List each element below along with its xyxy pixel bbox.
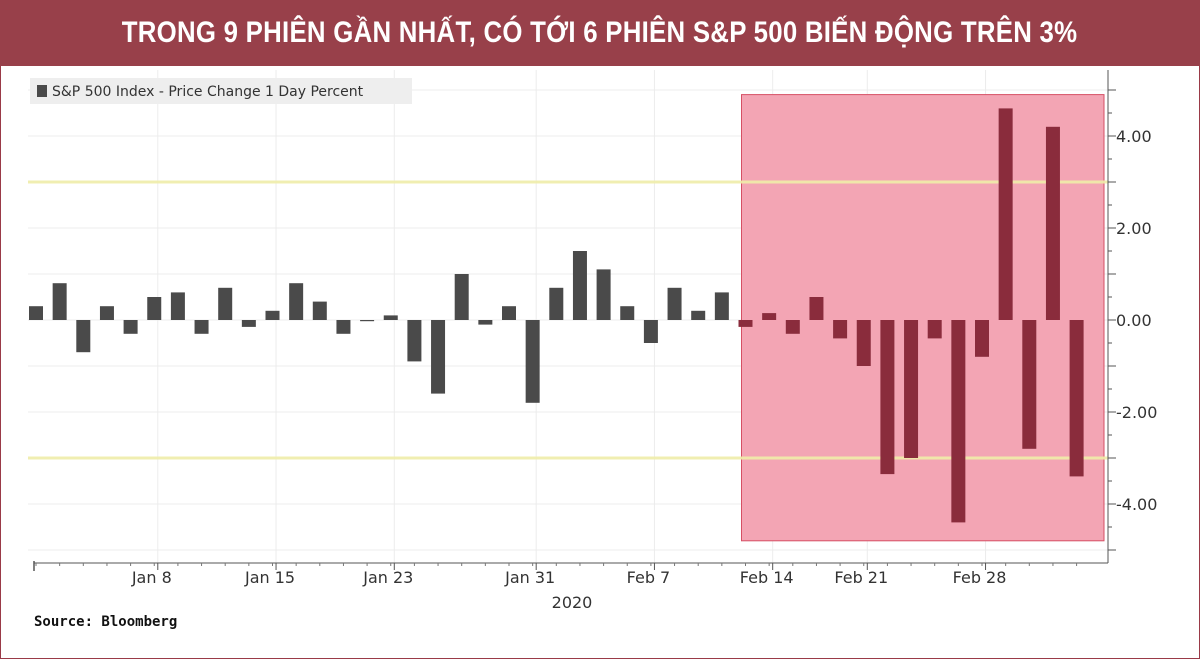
bar — [738, 320, 753, 327]
bar — [975, 320, 989, 357]
x-tick-label: Jan 15 — [244, 568, 295, 587]
bar — [785, 320, 800, 334]
bar — [951, 320, 966, 523]
bar — [691, 310, 706, 320]
x-tick-label: Feb 21 — [834, 568, 888, 587]
bar — [880, 320, 895, 475]
source-note: Source: Bloomberg — [34, 614, 178, 630]
bar — [596, 269, 611, 320]
title-banner: TRONG 9 PHIÊN GẦN NHẤT, CÓ TỚI 6 PHIÊN S… — [0, 0, 1200, 66]
bar — [431, 320, 446, 394]
bar — [572, 251, 587, 320]
y-tick-label: -2.00 — [1116, 403, 1157, 422]
bar — [998, 108, 1013, 321]
bar — [762, 313, 777, 320]
bar-chart: 4.00 2.00 0.00 -2.00 -4.00 Jan 8 Jan 15 Jan 23… — [28, 70, 1157, 611]
bar — [29, 306, 43, 320]
highlight-region — [741, 94, 1105, 542]
legend: S&P 500 Index - Price Change 1 Day Perce… — [30, 78, 412, 104]
x-tick-label: Feb 28 — [953, 568, 1007, 587]
threshold-lines — [28, 180, 1108, 460]
bar — [383, 315, 398, 320]
x-axis-ticks: Jan 8 Jan 15 Jan 23 Jan 31 Feb 7 Feb 14 Feb 21… — [33, 561, 1078, 587]
y-tick-label: 0.00 — [1116, 311, 1152, 330]
bar — [147, 297, 162, 320]
legend-box — [30, 78, 412, 104]
bar — [289, 283, 304, 320]
bar — [312, 301, 327, 320]
bar — [856, 320, 871, 366]
bar — [620, 306, 635, 320]
bar — [927, 320, 942, 339]
bar — [454, 274, 469, 320]
y-axis-ticks: 4.00 2.00 0.00 -2.00 -4.00 — [1108, 89, 1157, 551]
bar — [170, 292, 185, 320]
bar — [643, 320, 658, 343]
legend-swatch — [37, 85, 47, 97]
bar — [549, 287, 564, 320]
bar — [1022, 320, 1037, 449]
bar — [123, 320, 138, 334]
bar — [52, 283, 67, 320]
bar — [336, 320, 351, 334]
bar — [525, 320, 540, 403]
bar — [241, 320, 256, 327]
chart-title: TRONG 9 PHIÊN GẦN NHẤT, CÓ TỚI 6 PHIÊN S… — [122, 16, 1078, 49]
bar — [809, 297, 824, 320]
bars — [29, 108, 1084, 523]
x-tick-label: Feb 14 — [740, 568, 794, 587]
year-label: 2020 — [552, 593, 593, 611]
x-tick-label: Jan 8 — [131, 568, 172, 587]
y-tick-label: 2.00 — [1116, 219, 1152, 238]
bar — [478, 320, 493, 325]
legend-label: S&P 500 Index - Price Change 1 Day Perce… — [52, 84, 364, 100]
bar — [1045, 126, 1060, 320]
bar — [407, 320, 422, 362]
bar — [76, 320, 91, 353]
bar — [904, 320, 919, 458]
y-tick-label: 4.00 — [1116, 127, 1152, 146]
bar — [194, 320, 209, 334]
bar — [218, 287, 233, 320]
bar — [1069, 320, 1084, 477]
bar — [833, 320, 848, 339]
bar — [667, 287, 682, 320]
bar — [265, 310, 280, 320]
bar — [714, 292, 729, 320]
bar — [99, 306, 114, 320]
x-tick-label: Jan 23 — [362, 568, 413, 587]
y-tick-label: -4.00 — [1116, 495, 1157, 514]
bar — [502, 306, 516, 320]
x-tick-label: Jan 31 — [504, 568, 555, 587]
x-tick-label: Feb 7 — [627, 568, 671, 587]
bar — [360, 320, 375, 322]
